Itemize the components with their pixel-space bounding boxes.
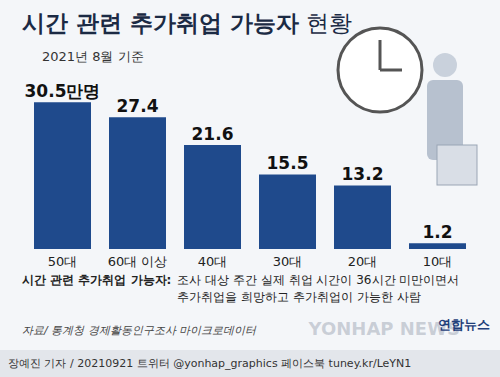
svg-text:1.2: 1.2 <box>422 222 452 242</box>
svg-text:60대 이상: 60대 이상 <box>108 254 168 269</box>
svg-text:10대: 10대 <box>423 254 453 269</box>
svg-text:50대: 50대 <box>48 254 78 269</box>
html-text:조사 대상 주간 실제 취업 시간이 36시간 미만이면서: 조사 대상 주간 실제 취업 시간이 36시간 미만이면서 <box>177 273 460 287</box>
svg-text:40대: 40대 <box>198 254 228 269</box>
svg-text:27.4: 27.4 <box>117 96 159 116</box>
svg-text:30대: 30대 <box>273 254 303 269</box>
svg-text:21.6: 21.6 <box>192 124 234 144</box>
html-text:시간 관련 추가취업 가능자 현황: 시간 관련 추가취업 가능자 현황 <box>22 10 353 36</box>
html-text:YONHAP NEWS: YONHAP NEWS <box>308 318 460 339</box>
svg-text:13.2: 13.2 <box>342 164 384 184</box>
html-text:추가취업을 희망하고 추가취업이 가능한 사람: 추가취업을 희망하고 추가취업이 가능한 사람 <box>177 290 421 304</box>
html-text:자료/ 통계청 경제활동인구조사 마이크로데이터: 자료/ 통계청 경제활동인구조사 마이크로데이터 <box>22 324 257 337</box>
html-text:연합뉴스: 연합뉴스 <box>438 317 490 332</box>
html-text:장예진 기자 / 20210921 트위터 @yonhap_: 장예진 기자 / 20210921 트위터 @yonhap_graphics 페… <box>8 357 412 370</box>
html-text:2021년 8월 기준: 2021년 8월 기준 <box>42 49 144 64</box>
html-text:시간 관련 추가취업 가능자:: 시간 관련 추가취업 가능자: <box>22 273 172 287</box>
svg-text:15.5: 15.5 <box>267 153 309 173</box>
svg-text:20대: 20대 <box>348 254 378 269</box>
svg-text:30.5만명: 30.5만명 <box>25 81 101 101</box>
